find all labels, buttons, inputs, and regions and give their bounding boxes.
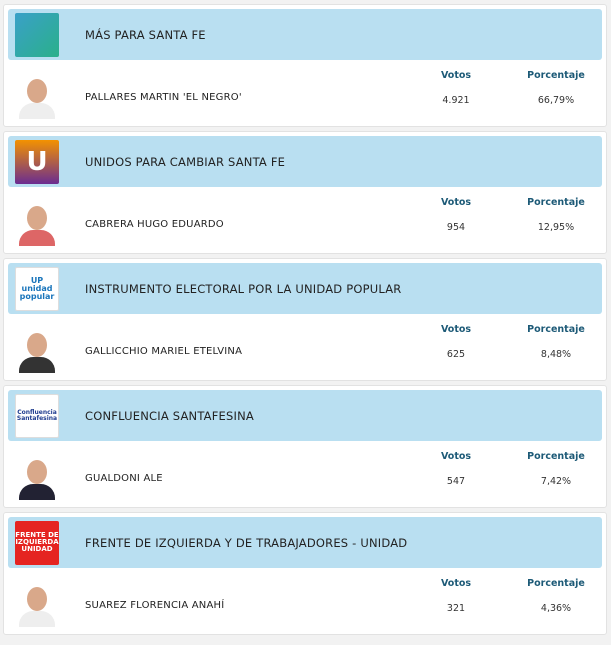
- candidate-photo: [15, 75, 59, 119]
- party-logo-icon: U: [15, 139, 59, 184]
- percent-value: 4,36%: [540, 603, 572, 614]
- result-card: MÁS PARA SANTA FE PALLARES MARTIN 'EL NE…: [3, 4, 607, 127]
- result-card: UP unidad popular INSTRUMENTO ELECTORAL …: [3, 258, 607, 381]
- logo-text: Confluencia Santafesina: [16, 408, 58, 422]
- party-logo-icon: UP unidad popular: [15, 266, 59, 311]
- candidate-photo: [15, 456, 59, 500]
- party-name: INSTRUMENTO ELECTORAL POR LA UNIDAD POPU…: [85, 281, 402, 296]
- party-logo-icon: Confluencia Santafesina: [15, 393, 59, 438]
- votes-value: 321: [446, 603, 466, 614]
- candidate-name: CABRERA HUGO EDUARDO: [85, 218, 224, 230]
- candidate-photo: [15, 202, 59, 246]
- candidate-name: GALLICCHIO MARIEL ETELVINA: [85, 345, 243, 357]
- candidate-row: GUALDONI ALE Votos 547 Porcentaje 7,42%: [8, 441, 602, 505]
- candidate-photo: [15, 329, 59, 373]
- percent-value: 8,48%: [540, 349, 572, 360]
- candidate-row: PALLARES MARTIN 'EL NEGRO' Votos 4.921 Po…: [8, 60, 602, 124]
- votes-value: 625: [446, 349, 466, 360]
- candidate-row: GALLICCHIO MARIEL ETELVINA Votos 625 Porc…: [8, 314, 602, 378]
- votes-value: 4.921: [442, 95, 470, 106]
- party-name: CONFLUENCIA SANTAFESINA: [85, 408, 254, 423]
- percent-label: Porcentaje: [527, 451, 585, 462]
- percent-value: 7,42%: [540, 476, 572, 487]
- votes-value: 547: [446, 476, 466, 487]
- percent-label: Porcentaje: [527, 324, 585, 335]
- party-header: U UNIDOS PARA CAMBIAR SANTA FE: [8, 136, 602, 187]
- candidate-name: SUAREZ FLORENCIA ANAHÍ: [85, 599, 225, 611]
- party-header: Confluencia Santafesina CONFLUENCIA SANT…: [8, 390, 602, 441]
- votes-value: 954: [446, 222, 466, 233]
- votes-label: Votos: [440, 324, 472, 335]
- logo-text: FRENTE DE IZQUIERDA UNIDAD: [15, 531, 59, 553]
- party-header: UP unidad popular INSTRUMENTO ELECTORAL …: [8, 263, 602, 314]
- percent-label: Porcentaje: [527, 578, 585, 589]
- percent-label: Porcentaje: [527, 197, 585, 208]
- result-card: FRENTE DE IZQUIERDA UNIDAD FRENTE DE IZQ…: [3, 512, 607, 635]
- result-card: Confluencia Santafesina CONFLUENCIA SANT…: [3, 385, 607, 508]
- candidate-row: SUAREZ FLORENCIA ANAHÍ Votos 321 Porcenta…: [8, 568, 602, 632]
- candidate-name: PALLARES MARTIN 'EL NEGRO': [85, 91, 242, 103]
- percent-value: 12,95%: [537, 222, 575, 233]
- party-name: MÁS PARA SANTA FE: [85, 27, 206, 42]
- party-name: FRENTE DE IZQUIERDA Y DE TRABAJADORES - …: [85, 535, 408, 550]
- candidate-name: GUALDONI ALE: [85, 472, 163, 484]
- votes-label: Votos: [440, 578, 472, 589]
- party-header: FRENTE DE IZQUIERDA UNIDAD FRENTE DE IZQ…: [8, 517, 602, 568]
- candidate-photo: [15, 583, 59, 627]
- result-card: U UNIDOS PARA CAMBIAR SANTA FE CABRERA H…: [3, 131, 607, 254]
- party-header: MÁS PARA SANTA FE: [8, 9, 602, 60]
- votes-label: Votos: [440, 70, 472, 81]
- party-logo-icon: [15, 12, 59, 57]
- party-logo-icon: FRENTE DE IZQUIERDA UNIDAD: [15, 520, 59, 565]
- percent-label: Porcentaje: [527, 70, 585, 81]
- logo-text: U: [26, 146, 48, 177]
- percent-value: 66,79%: [537, 95, 575, 106]
- candidate-row: CABRERA HUGO EDUARDO Votos 954 Porcentaje…: [8, 187, 602, 251]
- party-name: UNIDOS PARA CAMBIAR SANTA FE: [85, 154, 286, 169]
- logo-text: UP unidad popular: [19, 275, 55, 301]
- votes-label: Votos: [440, 451, 472, 462]
- votes-label: Votos: [440, 197, 472, 208]
